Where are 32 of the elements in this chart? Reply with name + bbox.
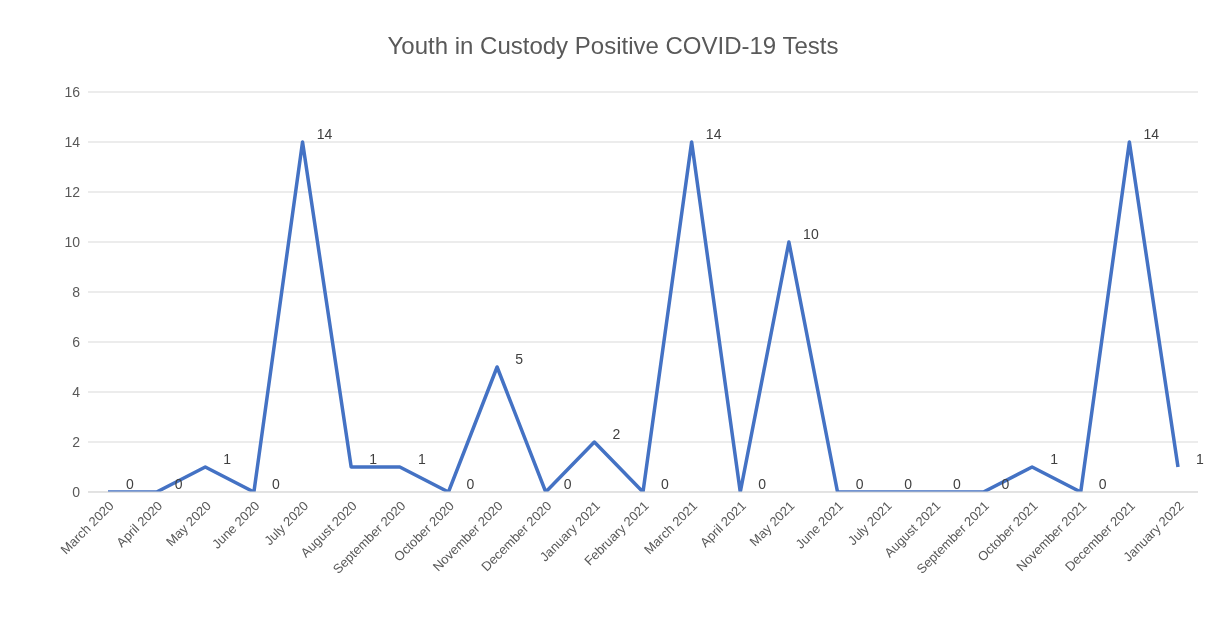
data-label: 0 [1098, 476, 1107, 492]
y-tick-label: 16 [64, 83, 81, 100]
y-tick-label: 6 [72, 333, 81, 350]
data-label: 1 [369, 451, 378, 467]
y-tick-label: 8 [72, 283, 81, 300]
chart-title: Youth in Custody Positive COVID-19 Tests [386, 31, 840, 61]
data-label: 0 [952, 476, 961, 492]
data-label: 14 [705, 126, 722, 142]
data-label: 14 [316, 126, 333, 142]
line-series [106, 140, 1180, 492]
y-tick-label: 14 [64, 133, 81, 150]
data-label: 5 [515, 351, 524, 367]
data-label: 0 [904, 476, 913, 492]
data-label: 2 [612, 426, 621, 442]
y-tick-label: 0 [72, 483, 81, 500]
y-tick-label: 4 [72, 383, 81, 400]
data-label: 0 [758, 476, 767, 492]
data-label: 1 [1196, 451, 1205, 467]
data-label: 1 [1050, 451, 1059, 467]
data-label: 0 [661, 476, 670, 492]
data-label: 0 [855, 476, 864, 492]
y-tick-label: 10 [64, 233, 81, 250]
data-label: 0 [272, 476, 281, 492]
data-label: 0 [126, 476, 135, 492]
data-label: 14 [1143, 126, 1160, 142]
data-label: 1 [223, 451, 232, 467]
data-label: 0 [466, 476, 475, 492]
data-label: 10 [803, 226, 819, 242]
y-tick-label: 2 [72, 433, 81, 450]
data-label: 1 [417, 451, 426, 467]
y-tick-label: 12 [64, 183, 81, 200]
data-label: 0 [563, 476, 572, 492]
